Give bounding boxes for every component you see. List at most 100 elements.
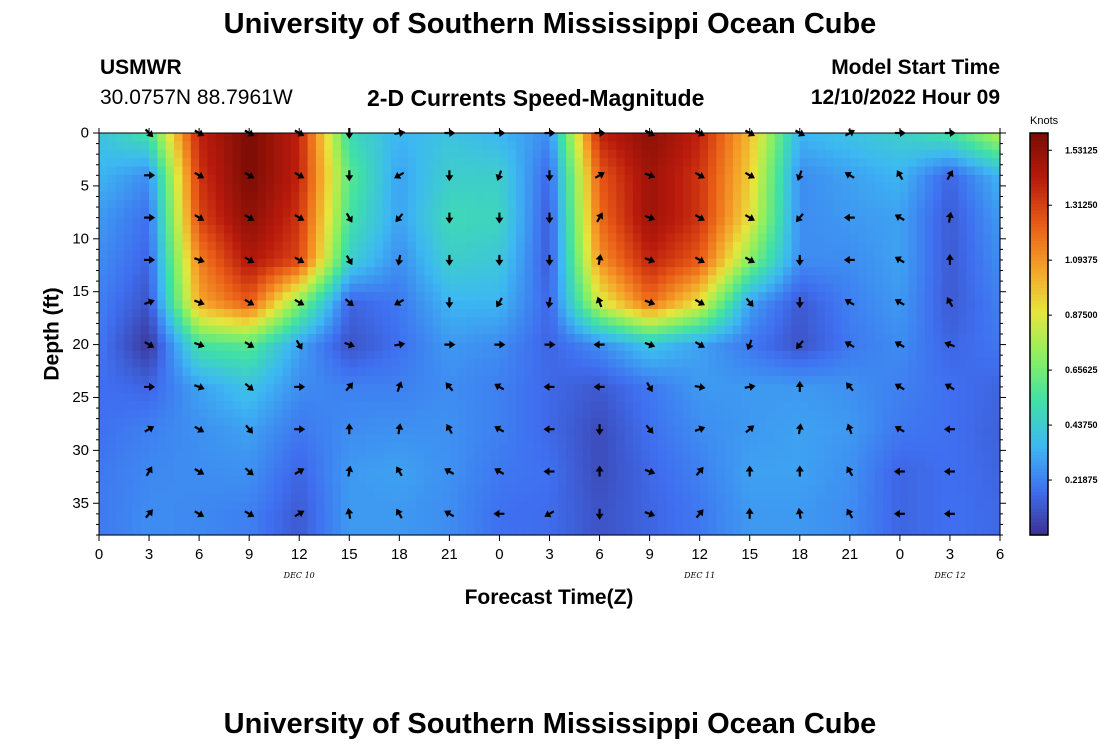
- heatmap-cell: [215, 442, 225, 452]
- heatmap-cell: [824, 468, 834, 477]
- heatmap-cell: [816, 350, 826, 360]
- heatmap-cell: [916, 401, 926, 410]
- heatmap-cell: [582, 191, 592, 201]
- heatmap-cell: [691, 191, 701, 201]
- heatmap-cell: [958, 200, 968, 209]
- heatmap-cell: [165, 300, 175, 310]
- heatmap-cell: [966, 225, 976, 235]
- heatmap-cell: [916, 233, 926, 243]
- heatmap-cell: [541, 200, 551, 209]
- heatmap-cell: [224, 342, 234, 352]
- heatmap-cell: [599, 275, 609, 285]
- heatmap-cell: [299, 325, 309, 335]
- heatmap-cell: [349, 292, 359, 302]
- heatmap-cell: [374, 308, 384, 318]
- heatmap-cell: [324, 149, 334, 159]
- heatmap-cell: [174, 325, 184, 335]
- heatmap-cell: [215, 342, 225, 352]
- heatmap-cell: [716, 501, 726, 511]
- heatmap-cell: [641, 225, 651, 235]
- heatmap-cell: [682, 459, 692, 469]
- heatmap-cell: [557, 200, 567, 209]
- heatmap-cell: [716, 359, 726, 369]
- heatmap-cell: [708, 493, 717, 503]
- heatmap-cell: [691, 476, 701, 486]
- heatmap-cell: [607, 149, 617, 159]
- heatmap-cell: [232, 308, 242, 318]
- heatmap-cell: [132, 250, 142, 260]
- heatmap-cell: [240, 267, 250, 276]
- heatmap-cell: [649, 233, 659, 243]
- heatmap-cell: [974, 484, 984, 494]
- heatmap-cell: [574, 426, 584, 436]
- heatmap-cell: [441, 141, 450, 151]
- heatmap-cell: [657, 493, 667, 503]
- heatmap-cell: [708, 442, 717, 452]
- heatmap-cell: [974, 509, 984, 519]
- heatmap-cell: [390, 384, 400, 394]
- heatmap-cell: [199, 493, 209, 503]
- heatmap-cell: [299, 133, 309, 142]
- heatmap-cell: [816, 300, 826, 310]
- heatmap-cell: [549, 283, 559, 293]
- heatmap-cell: [149, 334, 158, 343]
- heatmap-cell: [491, 216, 501, 226]
- heatmap-cell: [416, 133, 425, 142]
- heatmap-cell: [899, 501, 909, 511]
- heatmap-cell: [908, 401, 918, 410]
- heatmap-cell: [749, 451, 759, 461]
- heatmap-cell: [424, 350, 434, 360]
- heatmap-cell: [858, 191, 868, 201]
- heatmap-cell: [257, 166, 267, 176]
- heatmap-cell: [507, 442, 517, 452]
- heatmap-cell: [407, 183, 417, 193]
- heatmap-cell: [457, 283, 467, 293]
- heatmap-cell: [332, 375, 342, 385]
- heatmap-cell: [240, 392, 250, 402]
- heatmap-cell: [891, 401, 901, 410]
- heatmap-cell: [182, 133, 192, 142]
- heatmap-cell: [541, 484, 551, 494]
- heatmap-cell: [499, 191, 509, 201]
- heatmap-cell: [916, 241, 926, 251]
- heatmap-cell: [916, 442, 926, 452]
- heatmap-cell: [899, 241, 909, 251]
- heatmap-cell: [482, 434, 492, 444]
- heatmap-cell: [240, 468, 250, 477]
- heatmap-cell: [157, 174, 167, 184]
- heatmap-cell: [424, 501, 434, 511]
- heatmap-cell: [708, 317, 717, 327]
- heatmap-cell: [457, 442, 467, 452]
- heatmap-cell: [958, 334, 968, 343]
- heatmap-cell: [649, 141, 659, 151]
- heatmap-cell: [549, 208, 559, 218]
- heatmap-cell: [224, 233, 234, 243]
- heatmap-cell: [149, 518, 158, 528]
- heatmap-cell: [190, 141, 200, 151]
- heatmap-cell: [716, 283, 726, 293]
- heatmap-cell: [441, 434, 450, 444]
- heatmap-cell: [716, 484, 726, 494]
- heatmap-cell: [399, 225, 409, 235]
- heatmap-cell: [365, 392, 375, 402]
- heatmap-cell: [382, 300, 392, 310]
- heatmap-cell: [507, 409, 517, 419]
- heatmap-cell: [924, 241, 934, 251]
- heatmap-cell: [449, 183, 459, 193]
- heatmap-cell: [399, 509, 409, 519]
- heatmap-cell: [340, 509, 350, 519]
- heatmap-cell: [941, 166, 951, 176]
- heatmap-cell: [899, 166, 909, 176]
- heatmap-cell: [282, 417, 292, 427]
- heatmap-cell: [983, 158, 993, 168]
- heatmap-cell: [165, 459, 175, 469]
- heatmap-cell: [382, 241, 392, 251]
- heatmap-cell: [849, 417, 859, 427]
- heatmap-cell: [265, 451, 275, 461]
- heatmap-cell: [290, 434, 300, 444]
- heatmap-cell: [899, 442, 909, 452]
- heatmap-cell: [841, 250, 851, 260]
- heatmap-cell: [991, 191, 1001, 201]
- heatmap-cell: [799, 166, 809, 176]
- heatmap-cell: [891, 241, 901, 251]
